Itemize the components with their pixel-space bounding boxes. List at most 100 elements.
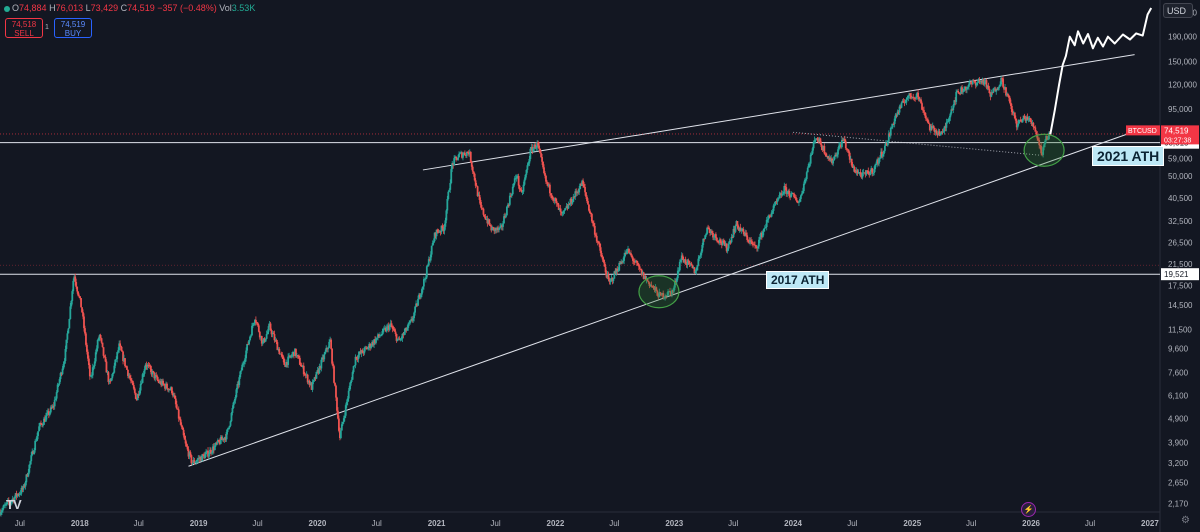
candle-body	[445, 210, 448, 221]
candle-body	[52, 405, 55, 407]
candle-body	[412, 318, 415, 321]
candle-body	[660, 293, 663, 296]
candle-body	[446, 198, 449, 211]
candle-body	[205, 452, 207, 455]
candle-body	[158, 381, 161, 383]
candle-body	[811, 148, 814, 154]
candle-body	[68, 319, 71, 329]
candle-body	[92, 365, 95, 368]
candle-body	[416, 303, 418, 306]
candle-body	[684, 259, 687, 264]
candle-body	[600, 252, 603, 258]
candle-body	[816, 138, 819, 141]
candle-body	[636, 262, 639, 266]
candle-body	[742, 228, 745, 233]
candle-body	[458, 153, 460, 158]
candle-body	[410, 319, 413, 321]
candle-body	[463, 152, 465, 155]
candle-body	[903, 102, 906, 104]
candle-body	[466, 151, 469, 153]
candle-body	[775, 201, 778, 203]
candle-body	[890, 127, 893, 129]
candle-body	[782, 193, 785, 195]
candle-body	[112, 372, 115, 375]
candle-body	[524, 174, 527, 180]
candle-body	[434, 232, 437, 237]
y-tick-label: 32,500	[1168, 217, 1193, 226]
candle-body	[324, 351, 327, 354]
candle-body	[706, 227, 709, 234]
candle-body	[574, 191, 577, 198]
buy-button[interactable]: 74,519 BUY	[54, 18, 92, 38]
y-tick-label: 11,500	[1168, 325, 1192, 334]
flash-icon[interactable]: ⚡	[1021, 502, 1036, 517]
candle-body	[51, 405, 54, 408]
candle-body	[242, 363, 245, 365]
candle-body	[893, 118, 896, 124]
candle-body	[327, 347, 330, 350]
candle-body	[380, 333, 383, 336]
candle-body	[674, 281, 676, 288]
candle-body	[381, 328, 384, 334]
candle-body	[406, 327, 409, 331]
candle-body	[401, 333, 404, 339]
candle-body	[711, 231, 713, 233]
candle-body	[901, 100, 904, 103]
candle-body	[640, 269, 643, 276]
candle-body	[836, 154, 838, 157]
candle-body	[838, 145, 840, 150]
candle-body	[382, 328, 385, 330]
candle-body	[920, 99, 922, 104]
close-value: 74,519	[127, 3, 155, 13]
candle-body	[316, 370, 319, 372]
candle-body	[127, 369, 129, 376]
candle-body	[241, 364, 244, 371]
candle-body	[687, 260, 690, 262]
candle-body	[736, 221, 739, 226]
candle-body	[122, 351, 124, 361]
candle-body	[790, 193, 793, 197]
candle-body	[527, 163, 530, 166]
candle-body	[348, 385, 351, 391]
candle-body	[533, 144, 536, 149]
candle-body	[1001, 77, 1003, 79]
close-label: C	[120, 3, 128, 13]
candle-body	[157, 379, 160, 382]
candle-body	[715, 234, 717, 238]
candle-body	[543, 167, 545, 174]
currency-selector[interactable]: USD	[1163, 3, 1193, 18]
gear-icon[interactable]: ⚙	[1181, 515, 1190, 526]
candle-body	[832, 160, 835, 164]
candle-body	[931, 126, 934, 129]
candle-body	[220, 437, 223, 440]
candle-body	[907, 95, 910, 98]
x-tick-label: Jul	[15, 519, 25, 528]
candle-body	[847, 150, 850, 153]
candle-body	[915, 96, 918, 99]
candle-body	[644, 275, 647, 280]
candle-body	[579, 183, 582, 189]
candle-body	[71, 291, 74, 301]
candle-body	[591, 221, 594, 224]
candle-body	[895, 114, 898, 116]
candle-body	[837, 149, 839, 155]
candle-body	[462, 154, 464, 158]
candle-body	[252, 324, 254, 326]
trendline-resistance	[422, 54, 1135, 171]
candle-body	[826, 156, 829, 157]
candle-body	[968, 82, 971, 85]
candle-body	[946, 121, 949, 123]
candle-body	[181, 426, 184, 430]
candle-body	[190, 455, 193, 464]
candle-body	[353, 365, 356, 367]
candle-body	[352, 366, 355, 373]
candle-body	[109, 380, 112, 382]
candle-body	[506, 206, 508, 216]
candle-body	[550, 195, 553, 199]
sell-button[interactable]: 74,518 SELL	[5, 18, 43, 38]
candle-body	[323, 353, 326, 360]
candle-body	[405, 327, 408, 331]
candle-body	[690, 263, 693, 266]
tradingview-logo[interactable]: TV	[6, 497, 22, 512]
